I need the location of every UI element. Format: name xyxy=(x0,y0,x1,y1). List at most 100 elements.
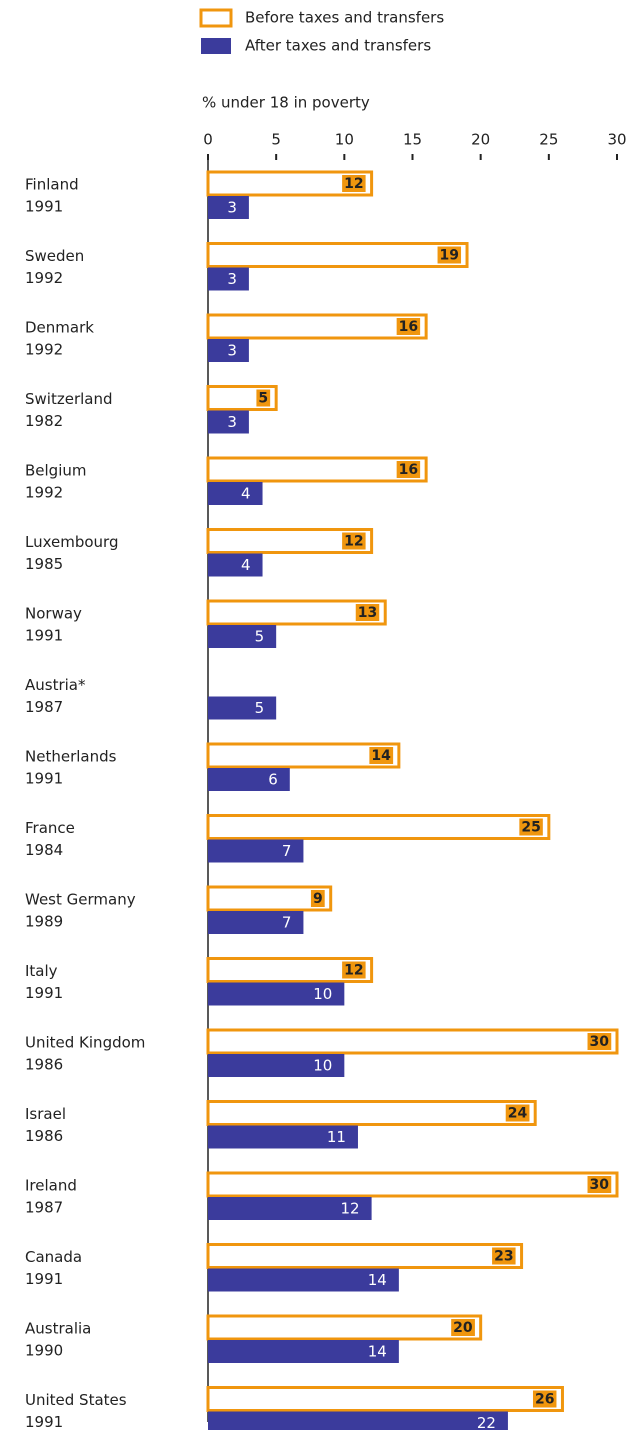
category-label: 1985 xyxy=(25,555,63,573)
category-label: 1991 xyxy=(25,627,63,645)
bar xyxy=(208,839,304,863)
legend-swatch xyxy=(199,8,233,28)
value-label: 12 xyxy=(344,534,363,550)
bar xyxy=(206,957,374,983)
category-label: Belgium xyxy=(25,462,87,480)
value-label-bg xyxy=(505,1104,530,1122)
bar xyxy=(208,911,304,934)
value-label: 5 xyxy=(258,391,268,407)
value-label-bg xyxy=(451,1319,475,1336)
category-label: 1984 xyxy=(25,841,63,859)
legend-label: Before taxes and transfers xyxy=(245,9,444,27)
category-label: Norway xyxy=(25,605,82,623)
legend-label: After taxes and transfers xyxy=(245,37,431,55)
bar xyxy=(206,242,469,268)
bar xyxy=(208,1268,399,1292)
bar xyxy=(208,982,345,1006)
value-label: 23 xyxy=(494,1249,513,1265)
category-label: Israel xyxy=(25,1105,66,1123)
value-label: 16 xyxy=(399,462,418,478)
category-label: United States xyxy=(25,1391,127,1409)
bar xyxy=(208,482,263,505)
value-label-bg xyxy=(355,604,380,621)
category-label: 1991 xyxy=(25,1413,63,1430)
value-label: 12 xyxy=(341,1200,360,1218)
value-label: 19 xyxy=(440,248,459,264)
bar xyxy=(206,313,428,340)
value-label: 7 xyxy=(282,914,292,932)
category-label: Luxembourg xyxy=(25,533,119,551)
category-label: 1991 xyxy=(25,984,63,1002)
value-label: 30 xyxy=(590,1177,610,1193)
value-label: 11 xyxy=(327,1128,346,1146)
bar xyxy=(208,339,249,362)
category-label: 1987 xyxy=(25,698,63,716)
x-tick-label: 10 xyxy=(335,131,354,149)
bar xyxy=(208,196,249,219)
value-label: 4 xyxy=(241,556,251,574)
category-label: 1992 xyxy=(25,269,63,287)
value-label: 6 xyxy=(268,771,278,789)
category-label: 1986 xyxy=(25,1056,63,1074)
x-tick-label: 0 xyxy=(203,131,213,149)
value-label-bg xyxy=(342,532,366,550)
value-label: 24 xyxy=(508,1106,528,1122)
bar xyxy=(206,1314,483,1341)
category-label: 1991 xyxy=(25,770,63,788)
axis-label: % under 18 in poverty xyxy=(202,94,370,112)
x-tick-label: 20 xyxy=(471,131,490,149)
category-label: Italy xyxy=(25,962,58,980)
x-tick-label: 5 xyxy=(271,131,281,149)
value-label: 10 xyxy=(313,985,332,1003)
value-label: 3 xyxy=(227,413,237,431)
category-label: Australia xyxy=(25,1320,91,1338)
value-label-bg xyxy=(396,461,421,478)
value-label: 4 xyxy=(241,485,251,503)
category-label: Ireland xyxy=(25,1177,77,1195)
bar xyxy=(208,768,290,791)
value-label-bg xyxy=(587,1033,612,1050)
bar xyxy=(206,814,551,840)
bar xyxy=(208,267,249,291)
value-label: 12 xyxy=(344,176,363,192)
x-tick-label: 30 xyxy=(607,131,626,149)
category-label: Canada xyxy=(25,1248,82,1266)
value-label-bg xyxy=(369,747,394,764)
category-label: 1990 xyxy=(25,1342,63,1360)
value-label: 5 xyxy=(255,628,265,646)
legend-swatch xyxy=(201,38,231,54)
bar xyxy=(206,456,428,483)
value-label-bg xyxy=(492,1247,516,1265)
bar xyxy=(206,885,333,912)
value-label: 7 xyxy=(282,842,292,860)
value-label-bg xyxy=(256,389,271,407)
category-label: Netherlands xyxy=(25,748,117,766)
category-label: United Kingdom xyxy=(25,1034,145,1052)
value-label: 9 xyxy=(313,891,323,907)
value-label: 3 xyxy=(227,342,237,360)
value-label-bg xyxy=(342,175,366,192)
bar xyxy=(208,696,277,720)
value-label-bg xyxy=(310,890,325,907)
category-label: 1987 xyxy=(25,1199,63,1217)
category-label: 1986 xyxy=(25,1127,63,1145)
category-label: 1992 xyxy=(25,484,63,502)
category-label: 1991 xyxy=(25,1270,63,1288)
bar xyxy=(208,625,277,648)
bar xyxy=(206,1028,619,1055)
value-label: 30 xyxy=(590,1034,610,1050)
category-label: 1989 xyxy=(25,913,63,931)
bar xyxy=(206,170,374,197)
value-label: 16 xyxy=(399,319,418,335)
category-label: France xyxy=(25,819,75,837)
value-label-bg xyxy=(342,961,366,979)
value-label-bg xyxy=(587,1176,612,1193)
bar xyxy=(206,1171,619,1198)
value-label: 22 xyxy=(477,1414,496,1430)
value-label: 3 xyxy=(227,199,237,217)
category-label: Austria* xyxy=(25,676,86,694)
bar xyxy=(208,1340,399,1363)
x-tick-label: 25 xyxy=(539,131,558,149)
bar xyxy=(206,1100,537,1126)
